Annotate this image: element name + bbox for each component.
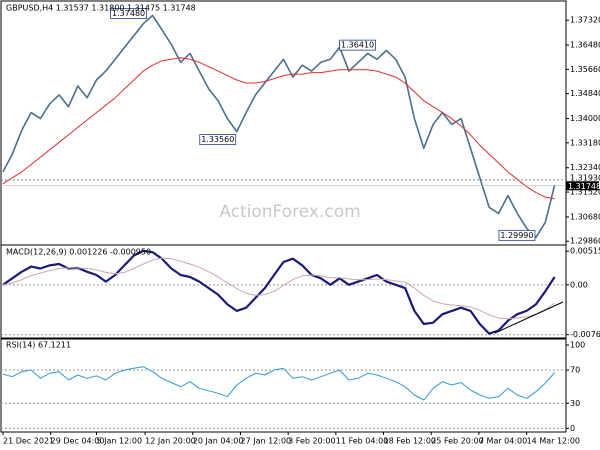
price-label: 1.31930 bbox=[570, 173, 600, 182]
y-tick-label: 1.31520 bbox=[570, 188, 600, 197]
series-line bbox=[2, 257, 555, 320]
watermark: ActionForex.com bbox=[219, 202, 360, 222]
x-tick-label: 14 Mar 12:00 bbox=[527, 437, 580, 446]
y-tick-label: 1.37320 bbox=[570, 16, 600, 25]
y-tick-label: -0.00765 bbox=[570, 330, 600, 339]
y-tick-label: 1.29860 bbox=[570, 237, 600, 246]
y-tick-label: 0 bbox=[570, 424, 575, 433]
x-tick-label: 27 Jan 12:00 bbox=[240, 437, 291, 446]
annotation-box bbox=[110, 8, 147, 19]
annotation-label: 1.29990 bbox=[500, 231, 533, 240]
panel-title: MACD(12,26,9) 0.001226 -0.000950 bbox=[6, 248, 151, 257]
y-tick-label: 1.35660 bbox=[570, 65, 600, 74]
panel-title: RSI(14) 67.1211 bbox=[6, 341, 71, 350]
x-tick-label: 7 Mar 04:00 bbox=[479, 437, 527, 446]
panel-frame bbox=[0, 337, 567, 433]
y-tick-label: 1.32340 bbox=[570, 163, 600, 172]
annotation-box bbox=[199, 134, 237, 145]
annotation-label: 1.37480 bbox=[112, 9, 145, 18]
annotation-box bbox=[339, 39, 377, 51]
x-tick-label: 20 Jan 04:00 bbox=[193, 437, 244, 446]
y-tick-label: 1.30680 bbox=[570, 212, 600, 221]
y-tick-label: 1.34840 bbox=[570, 89, 600, 98]
y-tick-label: 70 bbox=[570, 366, 580, 375]
y-tick-label: 0.00 bbox=[570, 280, 588, 289]
series-line bbox=[2, 366, 555, 401]
annotation-label: 1.33560 bbox=[201, 135, 234, 144]
annotation-box bbox=[498, 229, 536, 241]
series-line bbox=[2, 249, 556, 335]
y-tick-label: 100 bbox=[570, 341, 585, 350]
y-tick-label: 1.34000 bbox=[570, 114, 600, 123]
panel-frame bbox=[0, 244, 567, 340]
annotation-label: 1.36410 bbox=[341, 41, 374, 50]
x-tick-label: 21 Dec 2021 bbox=[3, 437, 54, 446]
series-line bbox=[2, 14, 556, 239]
panel-title: GBPUSD,H4 1.31537 1.31800 1.31475 1.3174… bbox=[6, 4, 196, 13]
x-tick-label: 5 Jan 12:00 bbox=[97, 437, 143, 446]
x-tick-label: 29 Dec 04:00 bbox=[51, 437, 105, 446]
x-tick-label: 12 Jan 20:00 bbox=[145, 437, 196, 446]
price-label: 1.31748 bbox=[568, 182, 600, 191]
x-tick-label: 3 Feb 20:00 bbox=[288, 437, 335, 446]
x-tick-label: 18 Feb 12:00 bbox=[384, 437, 436, 446]
y-tick-label: 0.005152 bbox=[570, 247, 600, 256]
x-tick-label: 11 Feb 04:00 bbox=[336, 437, 388, 446]
y-tick-label: 1.33180 bbox=[570, 138, 600, 147]
y-tick-label: 1.36480 bbox=[570, 41, 600, 50]
y-tick-label: 30 bbox=[570, 399, 580, 408]
trend-line bbox=[494, 301, 564, 334]
series-line bbox=[2, 57, 555, 200]
x-tick-label: 25 Feb 20:00 bbox=[431, 437, 483, 446]
price-label-box bbox=[566, 181, 599, 191]
